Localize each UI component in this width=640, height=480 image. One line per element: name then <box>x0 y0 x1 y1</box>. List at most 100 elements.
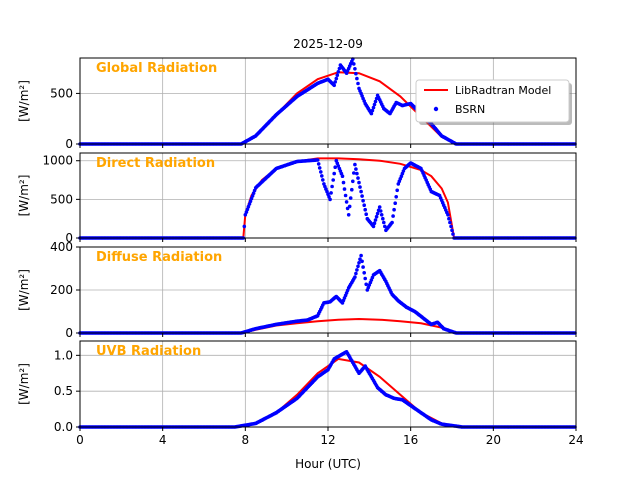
bsrn-point <box>249 196 254 201</box>
bsrn-point <box>393 201 398 205</box>
bsrn-point <box>369 111 374 116</box>
bsrn-point <box>246 204 251 209</box>
bsrn-point <box>347 204 352 209</box>
bsrn-point <box>354 271 358 276</box>
y-tick-label: 1000 <box>42 154 73 168</box>
bsrn-point <box>344 200 349 204</box>
y-axis-label: [W/m²] <box>17 269 31 311</box>
panel-2: 0 500 1000 [W/m²] Direct Radiation <box>17 152 577 245</box>
panels: 0 500 [W/m²] Global Radiation 0 500 1000 [W/m²]… <box>17 57 584 447</box>
bsrn-point <box>449 224 453 229</box>
bsrn-point <box>360 259 364 264</box>
bsrn-point <box>371 224 376 229</box>
bsrn-point <box>321 178 325 182</box>
bsrn-point <box>342 187 347 191</box>
bsrn-point <box>451 232 455 236</box>
bsrn-point <box>362 271 367 275</box>
bsrn-point <box>394 195 399 199</box>
bsrn-point <box>356 176 360 180</box>
x-tick-label: 24 <box>568 433 583 447</box>
bsrn-point <box>317 166 322 170</box>
bsrn-point <box>356 264 360 269</box>
bsrn-point <box>358 185 362 189</box>
bsrn-point <box>328 197 332 202</box>
bsrn-point <box>250 194 255 198</box>
bsrn-point <box>355 76 359 81</box>
x-tick-label: 8 <box>242 433 250 447</box>
bsrn-point <box>448 220 452 225</box>
bsrn-point <box>332 171 337 176</box>
bsrn-point <box>333 80 338 84</box>
bsrn-point <box>372 102 377 107</box>
bsrn-point <box>446 213 450 217</box>
y-tick-label: 1.0 <box>54 348 73 362</box>
figure-title: 2025-12-09 <box>293 37 363 51</box>
bsrn-point <box>316 162 321 166</box>
bsrn-point <box>373 218 378 222</box>
panel-4: 0.0 0.5 1.0 0 4 8 12 16 20 24 [W/m²] UVB Radiation <box>17 340 584 447</box>
bsrn-point <box>375 211 380 216</box>
bsrn-point <box>373 99 378 104</box>
bsrn-point <box>319 170 323 174</box>
bsrn-point <box>356 81 360 86</box>
bsrn-points <box>78 350 577 429</box>
bsrn-point <box>390 220 394 225</box>
bsrn-point <box>248 199 253 204</box>
x-tick-label: 20 <box>486 433 501 447</box>
panel-title: Global Radiation <box>96 61 217 76</box>
y-tick-label: 500 <box>50 192 73 206</box>
y-tick-label: 400 <box>50 240 73 254</box>
bsrn-point <box>363 207 368 212</box>
bsrn-point <box>252 188 257 193</box>
bsrn-point <box>332 83 337 88</box>
legend-box <box>415 79 570 123</box>
y-axis-label: [W/m²] <box>17 175 31 217</box>
bsrn-point <box>348 196 353 200</box>
legend-bsrn-swatch <box>433 106 439 112</box>
bsrn-point <box>360 194 364 198</box>
bsrn-point <box>336 70 341 74</box>
bsrn-point <box>245 207 250 212</box>
bsrn-points <box>78 253 577 335</box>
bsrn-point <box>359 253 363 258</box>
bsrn-point <box>346 213 351 217</box>
bsrn-point <box>359 189 363 194</box>
y-tick-label: 500 <box>50 86 73 100</box>
legend: LibRadtran Model BSRN <box>415 79 572 125</box>
bsrn-point <box>392 207 396 212</box>
bsrn-point <box>320 174 324 178</box>
bsrn-point <box>383 224 387 229</box>
x-axis-label: Hour (UTC) <box>295 457 361 471</box>
y-tick-label: 0 <box>65 231 73 245</box>
bsrn-point <box>370 108 375 113</box>
bsrn-points <box>78 57 577 146</box>
bsrn-point <box>374 214 379 219</box>
bsrn-point <box>379 213 384 217</box>
bsrn-point <box>352 171 356 175</box>
bsrn-point <box>351 179 355 184</box>
bsrn-point <box>447 216 451 221</box>
bsrn-point <box>334 76 339 81</box>
bsrn-point <box>315 158 320 162</box>
bsrn-point <box>395 188 400 193</box>
x-tick-label: 12 <box>320 433 335 447</box>
bsrn-point <box>333 165 338 169</box>
bsrn-point <box>340 174 345 178</box>
bsrn-point <box>353 275 357 279</box>
bsrn-point <box>377 205 382 209</box>
bsrn-point <box>361 198 365 203</box>
bsrn-point <box>331 178 336 182</box>
bsrn-point <box>391 214 395 218</box>
y-tick-label: 0.5 <box>54 384 73 398</box>
y-tick-label: 0 <box>65 326 73 340</box>
bsrn-point <box>330 184 334 189</box>
bsrn-point <box>354 167 358 171</box>
panel-3: 0 200 400 [W/m²] Diffuse Radiation <box>17 240 577 340</box>
bsrn-point <box>382 220 386 225</box>
y-axis-label: [W/m²] <box>17 80 31 122</box>
bsrn-point <box>371 105 376 110</box>
legend-model-label: LibRadtran Model <box>455 84 551 97</box>
bsrn-point <box>244 210 249 214</box>
bsrn-point <box>341 180 346 185</box>
